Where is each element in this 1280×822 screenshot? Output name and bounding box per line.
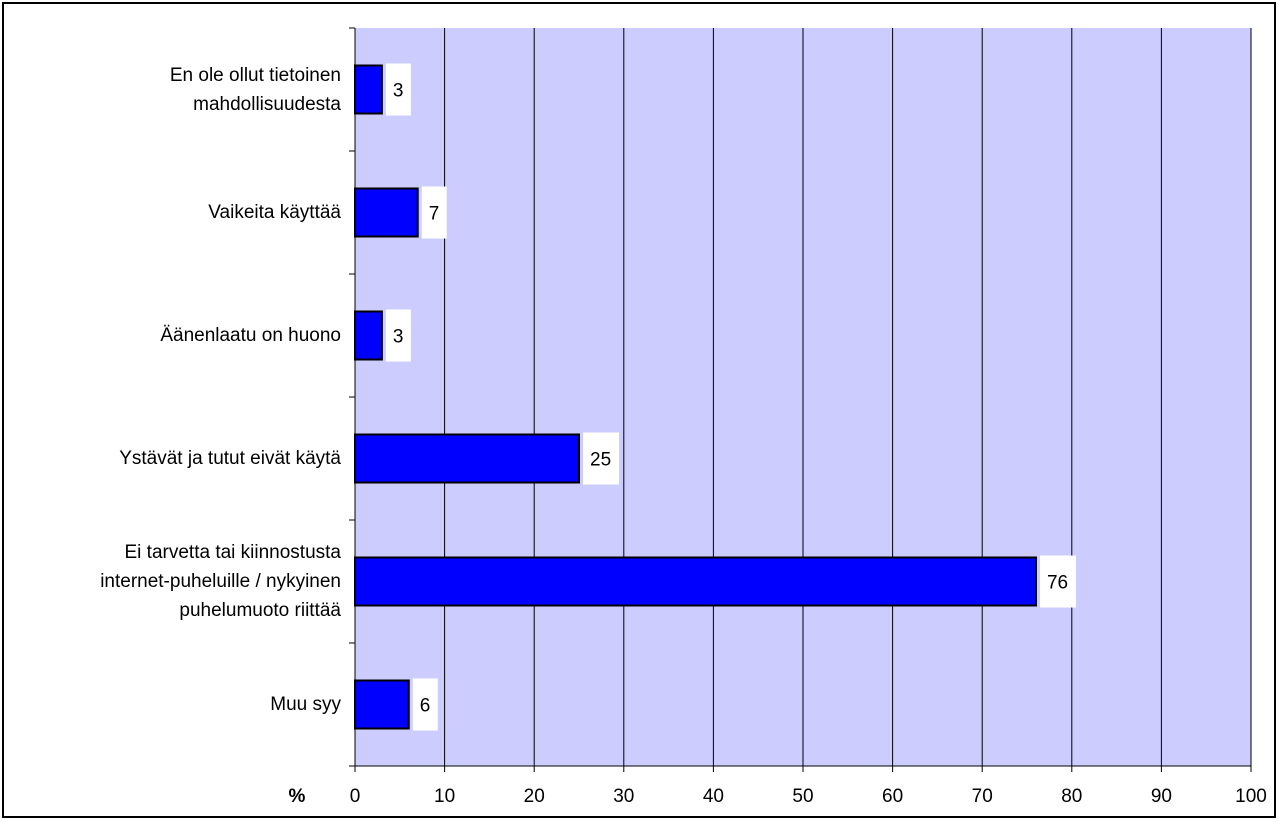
bar (354, 556, 1037, 607)
bar (354, 64, 383, 115)
x-tick-labels: 0 10 20 30 40 50 60 70 80 90 100 (350, 786, 1267, 807)
x-tick-label: 20 (524, 786, 545, 807)
x-tick-label: 80 (1061, 786, 1082, 807)
data-label: 76 (1047, 573, 1068, 594)
x-tick-label: 10 (434, 786, 455, 807)
x-tick-label: 40 (703, 786, 724, 807)
gridlines (444, 28, 1252, 766)
category-label: Äänenlaatu on huono (160, 325, 341, 346)
data-label: 3 (393, 327, 404, 348)
category-label: Vaikeita käyttää (208, 202, 341, 223)
data-label: 6 (420, 696, 431, 717)
category-label: Muu syy (270, 694, 341, 715)
bar (354, 187, 419, 238)
bars: 3 7 3 25 76 6 (354, 63, 1076, 731)
data-label-background (421, 186, 447, 239)
category-label: Ystävät ja tutut eivät käytä (119, 448, 341, 469)
bar (354, 679, 410, 730)
data-label-background (385, 309, 411, 362)
x-tick-label: 30 (613, 786, 634, 807)
data-label-background (412, 678, 438, 731)
x-tick-label: 90 (1151, 786, 1172, 807)
data-label-background (583, 432, 619, 485)
x-tick-label: 70 (972, 786, 993, 807)
category-label: Ei tarvetta tai kiinnostusta internet-pu… (100, 542, 341, 621)
bar (354, 433, 580, 484)
bar-chart: 3 7 3 25 76 6 0 10 20 30 40 50 60 70 80 90 100 % (289, 27, 1267, 807)
data-label: 3 (393, 81, 404, 102)
data-label: 7 (429, 204, 440, 225)
x-axis-label: % (289, 786, 306, 807)
x-tick-label: 0 (350, 786, 361, 807)
x-tick-label: 100 (1235, 786, 1267, 807)
bar (354, 310, 383, 361)
data-label: 25 (590, 450, 611, 471)
data-label-background (385, 63, 411, 116)
axes (349, 27, 1252, 772)
category-label: En ole ollut tietoinen mahdollisuudesta (169, 64, 341, 115)
data-label-background (1039, 555, 1076, 608)
x-tick-label: 50 (792, 786, 813, 807)
x-tick-label: 60 (882, 786, 903, 807)
